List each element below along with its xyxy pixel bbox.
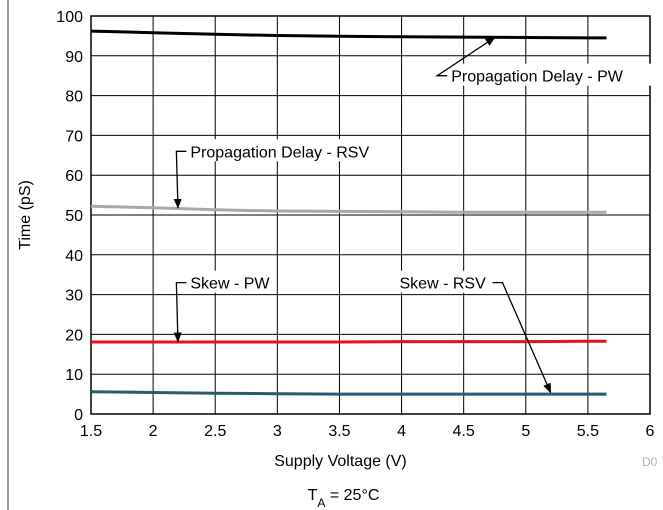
series-line bbox=[90, 29, 607, 40]
footnote-subscript: A bbox=[317, 496, 325, 510]
series-lines bbox=[90, 29, 607, 396]
footnote-prefix: T bbox=[308, 487, 318, 504]
y-tick-labels: 0 10 20 30 40 50 60 70 80 90 100 bbox=[56, 9, 83, 424]
y-tick-label: 80 bbox=[65, 89, 83, 106]
annotation-label: Propagation Delay - PW bbox=[451, 69, 624, 86]
annotations: Propagation Delay - PW Propagation Delay … bbox=[173, 36, 652, 394]
x-tick-label: 2 bbox=[149, 423, 158, 440]
x-tick-label: 5 bbox=[521, 423, 530, 440]
x-tick-label: 4 bbox=[397, 423, 406, 440]
temperature-footnote: TA = 25°C bbox=[308, 487, 380, 510]
annotation-arrow bbox=[435, 36, 496, 77]
annotation-arrow bbox=[492, 282, 552, 394]
x-tick-label: 1.5 bbox=[80, 423, 102, 440]
y-tick-label: 50 bbox=[65, 208, 83, 225]
annotation-arrow bbox=[173, 282, 187, 343]
series-line bbox=[90, 390, 607, 396]
annotation-label-bg bbox=[186, 139, 400, 162]
y-tick-label: 30 bbox=[65, 288, 83, 305]
x-tick-label: 5.5 bbox=[577, 423, 599, 440]
annotation-label-bg bbox=[447, 63, 652, 86]
y-tick-label: 10 bbox=[65, 367, 83, 384]
y-tick-label: 90 bbox=[65, 49, 83, 66]
annotation-arrow bbox=[173, 150, 187, 209]
x-tick-label: 3 bbox=[273, 423, 282, 440]
series-line bbox=[90, 204, 607, 214]
x-tick-label: 3.5 bbox=[328, 423, 350, 440]
y-tick-label: 20 bbox=[65, 327, 83, 344]
annotation-label: Skew - PW bbox=[190, 276, 270, 293]
plot-frame bbox=[90, 15, 651, 415]
x-tick-label: 4.5 bbox=[453, 423, 475, 440]
x-axis-label: Supply Voltage (V) bbox=[274, 453, 407, 470]
y-tick-label: 40 bbox=[65, 248, 83, 265]
y-tick-label: 60 bbox=[65, 168, 83, 185]
x-tick-labels: 1.5 2 2.5 3 3.5 4 4.5 5 5.5 6 bbox=[80, 423, 655, 440]
annotation-label: Skew - RSV bbox=[400, 276, 487, 293]
y-axis-label: Time (pS) bbox=[17, 180, 34, 250]
x-tick-label: 6 bbox=[646, 423, 655, 440]
x-tick-label: 2.5 bbox=[204, 423, 226, 440]
page-border bbox=[7, 0, 9, 510]
annotation-label-bg bbox=[395, 270, 493, 293]
y-tick-label: 70 bbox=[65, 128, 83, 145]
document-id: D0 bbox=[642, 455, 658, 469]
y-tick-label: 0 bbox=[74, 407, 83, 424]
annotation-label: Propagation Delay - RSV bbox=[190, 144, 369, 161]
footnote-rest: = 25°C bbox=[325, 487, 379, 504]
annotation-label-bg bbox=[186, 270, 275, 293]
series-line bbox=[91, 339, 607, 344]
y-tick-label: 100 bbox=[56, 9, 83, 26]
